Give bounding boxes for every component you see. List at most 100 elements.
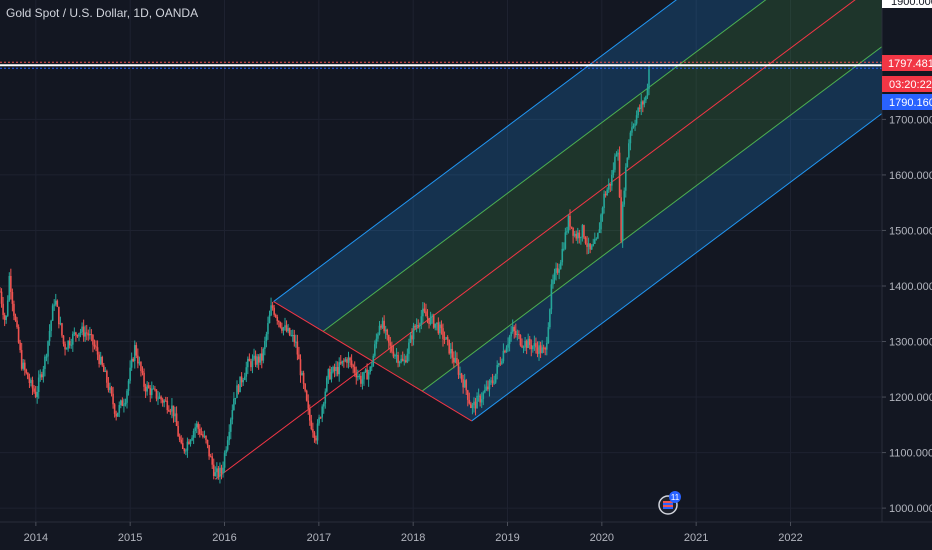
candle-body <box>27 372 29 379</box>
candle-body <box>164 400 167 402</box>
candle-body <box>611 174 613 186</box>
candle-body <box>75 332 77 335</box>
candle-body <box>353 366 356 373</box>
candle-body <box>149 388 152 395</box>
candle-body <box>19 342 21 351</box>
candle-body <box>299 359 302 376</box>
price-axis[interactable]: 1000.000 1100.000 1200.000 1300.000 1400.000… <box>882 114 932 515</box>
candle-body <box>329 369 331 380</box>
candle-body <box>389 342 392 346</box>
time-axis-background <box>0 522 932 550</box>
candle-body <box>140 362 142 371</box>
candle-body <box>304 383 306 391</box>
candle-body <box>505 347 508 353</box>
candle-body <box>22 362 25 369</box>
event-flag-icon[interactable]: 11 <box>658 491 681 515</box>
candle-body <box>449 348 452 354</box>
candle-body <box>160 396 162 400</box>
candle-body <box>358 375 361 377</box>
candle-body <box>54 300 57 305</box>
candle-body <box>17 326 20 343</box>
candle-body <box>377 334 379 339</box>
candle-body <box>640 101 643 109</box>
candle-body <box>539 345 542 353</box>
candle-body <box>301 372 303 376</box>
candle-body <box>175 413 178 426</box>
candle-body <box>95 346 97 348</box>
candle-body <box>212 464 215 477</box>
candle-body <box>634 123 636 126</box>
candle-body <box>386 329 389 336</box>
candle-body <box>141 370 144 373</box>
candle-body <box>291 335 294 337</box>
candle-body <box>64 343 66 350</box>
candle-body <box>445 337 447 340</box>
candle-body <box>279 322 282 328</box>
candle-body <box>453 357 455 363</box>
candle-body <box>39 374 42 378</box>
candle-body <box>169 411 172 413</box>
candle-body <box>195 423 198 428</box>
candle-body <box>138 362 141 364</box>
price-lines <box>0 61 882 69</box>
pitchfork-tool[interactable] <box>214 0 902 480</box>
candle-body <box>219 467 221 477</box>
candle-body <box>384 329 387 332</box>
candle-body <box>191 437 193 441</box>
candle-body <box>31 380 34 389</box>
grid <box>0 0 882 522</box>
candle-body <box>456 358 458 364</box>
candle-body <box>499 363 502 365</box>
candle-body <box>73 332 76 334</box>
candle-body <box>522 347 525 349</box>
candle-body <box>555 268 557 273</box>
last-price-label: 1797.481 <box>888 58 932 70</box>
candle-body <box>234 398 237 400</box>
candle-body <box>0 291 1 293</box>
candle-body <box>327 369 330 378</box>
candle-body <box>90 334 93 336</box>
event-flag-count: 11 <box>671 493 680 502</box>
candle-body <box>200 434 203 436</box>
candle-body <box>197 423 200 429</box>
candle-body <box>510 331 512 337</box>
candle-body <box>178 436 181 440</box>
candle-body <box>13 303 15 316</box>
candle-body <box>401 358 404 361</box>
candle-body <box>56 300 59 307</box>
candle-body <box>189 440 192 445</box>
candle-body <box>357 376 359 378</box>
candle-body <box>378 325 381 335</box>
candle-body <box>192 430 195 438</box>
candle-body <box>214 472 217 477</box>
pitchfork-upper-line <box>273 0 677 302</box>
price-tick-label: 1100.000 <box>889 448 932 460</box>
candle-body <box>247 358 249 368</box>
candle-body <box>211 456 214 465</box>
candle-body <box>380 325 382 328</box>
pitchfork-upper-inner-zone <box>323 0 855 362</box>
candle-body <box>480 399 483 403</box>
candle-body <box>572 227 574 236</box>
candle-body <box>590 245 593 250</box>
candle-body <box>205 435 207 440</box>
secondary-price-tag-bg <box>882 94 932 110</box>
pitchfork-upper-outer-zone <box>273 0 766 332</box>
time-tick-label: 2017 <box>307 532 331 544</box>
candle-body <box>612 169 615 175</box>
candle-body <box>78 333 80 337</box>
price-tick-label: 1400.000 <box>889 281 932 293</box>
candle-body <box>70 344 73 346</box>
candle-body <box>553 272 556 280</box>
candle-body <box>541 347 543 353</box>
candle-body <box>426 316 429 319</box>
candle-body <box>471 405 474 409</box>
time-axis[interactable]: 2014 2015 2016 2017 2018 2019 2020 2021 2022 <box>24 522 803 544</box>
candle-body <box>440 324 443 329</box>
candle-body <box>392 351 395 357</box>
candle-body <box>127 380 130 391</box>
candle-body <box>535 343 537 348</box>
candle-body <box>276 316 279 321</box>
